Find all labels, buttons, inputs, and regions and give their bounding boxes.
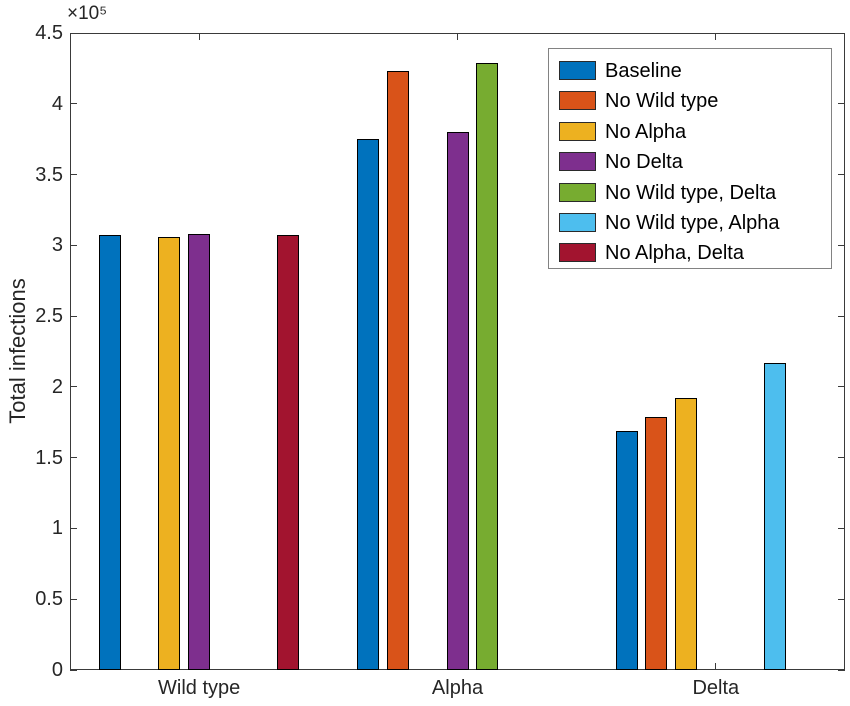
legend-label: No Wild type — [605, 90, 719, 113]
legend-entry-baseline: Baseline — [549, 56, 831, 86]
x-tick-top — [198, 33, 200, 40]
legend-label: No Wild type, Alpha — [605, 212, 780, 234]
y-tick-label: 0 — [51, 659, 63, 681]
legend-swatch-no-wild-type-alpha — [559, 213, 596, 232]
x-tick-bottom — [715, 663, 717, 670]
y-tick-label: 1 — [51, 517, 63, 540]
legend-label: Baseline — [605, 60, 682, 82]
bar-baseline-alpha — [357, 139, 380, 670]
legend-swatch-no-alpha-delta — [559, 243, 596, 263]
bar-no-delta-alpha — [446, 132, 469, 670]
y-tick-label: 1.5 — [35, 446, 63, 469]
legend-label: No Alpha — [605, 120, 687, 143]
bar-baseline-wild-type — [99, 235, 122, 670]
legend: Baseline No Wild type No Alpha No Delta No W… — [548, 48, 832, 269]
y-tick-left — [70, 174, 77, 176]
y-tick-label: 2 — [51, 375, 63, 398]
y-tick-label: 4.5 — [35, 22, 63, 44]
y-tick-right — [838, 527, 845, 529]
y-tick-right — [838, 32, 845, 34]
y-tick-left — [70, 386, 77, 388]
y-tick-left — [70, 244, 77, 246]
y-tick-label: 4 — [51, 92, 63, 115]
bar-no-alpha-delta — [675, 398, 698, 670]
legend-entry-no-wild-type: No Wild type — [549, 86, 831, 116]
y-tick-right — [838, 244, 845, 246]
legend-entry-no-wild-type-alpha: No Wild type, Alpha — [549, 208, 831, 238]
y-tick-left — [70, 315, 77, 317]
legend-entry-no-wild-type-delta: No Wild type, Delta — [549, 178, 831, 208]
legend-entry-no-delta: No Delta — [549, 147, 831, 177]
y-tick-label: 3.5 — [35, 163, 63, 186]
y-tick-right — [838, 598, 845, 600]
y-tick-left — [70, 527, 77, 529]
legend-swatch-baseline — [559, 61, 596, 80]
y-tick-left — [70, 32, 77, 34]
y-tick-right — [838, 386, 845, 388]
bar-no-wild-type-delta-alpha — [476, 62, 499, 670]
legend-label: No Alpha, Delta — [605, 242, 744, 265]
y-tick-right — [838, 174, 845, 176]
y-tick-right — [838, 457, 845, 459]
x-tick-label-alpha: Alpha — [431, 677, 484, 699]
legend-entry-no-alpha-delta: No Alpha, Delta — [549, 238, 831, 268]
bar-no-delta-wild-type — [188, 234, 211, 670]
y-tick-right — [838, 669, 845, 671]
y-tick-right — [838, 315, 845, 317]
legend-label: No Delta — [605, 151, 683, 174]
y-tick-label: 0.5 — [35, 588, 63, 611]
legend-swatch-no-wild-type — [559, 91, 596, 111]
legend-swatch-no-delta — [559, 152, 596, 172]
y-tick-left — [70, 598, 77, 600]
bar-no-alpha-delta-wild-type — [277, 235, 300, 670]
bar-no-wild-type-delta — [645, 416, 668, 670]
legend-swatch-no-alpha — [559, 121, 596, 141]
legend-entry-no-alpha: No Alpha — [549, 117, 831, 147]
y-tick-label: 2.5 — [35, 305, 63, 328]
bar-no-alpha-wild-type — [158, 236, 181, 670]
x-tick-top — [457, 33, 458, 40]
bar-baseline-delta — [615, 430, 638, 670]
y-tick-left — [70, 103, 77, 105]
y-tick-label: 3 — [51, 234, 63, 257]
y-axis-label: Total infections — [5, 278, 30, 424]
x-tick-label-delta: Delta — [692, 677, 740, 699]
x-tick-top — [715, 33, 717, 40]
bar-no-wild-type-alpha — [387, 71, 410, 670]
y-tick-right — [838, 103, 845, 105]
legend-swatch-no-wild-type-delta — [559, 182, 596, 202]
bar-no-wild-type-alpha-delta — [764, 362, 787, 670]
y-tick-left — [70, 669, 77, 671]
x-tick-label-wild-type: Wild type — [158, 677, 241, 699]
y-tick-left — [70, 457, 77, 459]
legend-label: No Wild type, Delta — [605, 181, 777, 204]
y-axis-offset-label: ×10⁵ — [67, 3, 108, 24]
